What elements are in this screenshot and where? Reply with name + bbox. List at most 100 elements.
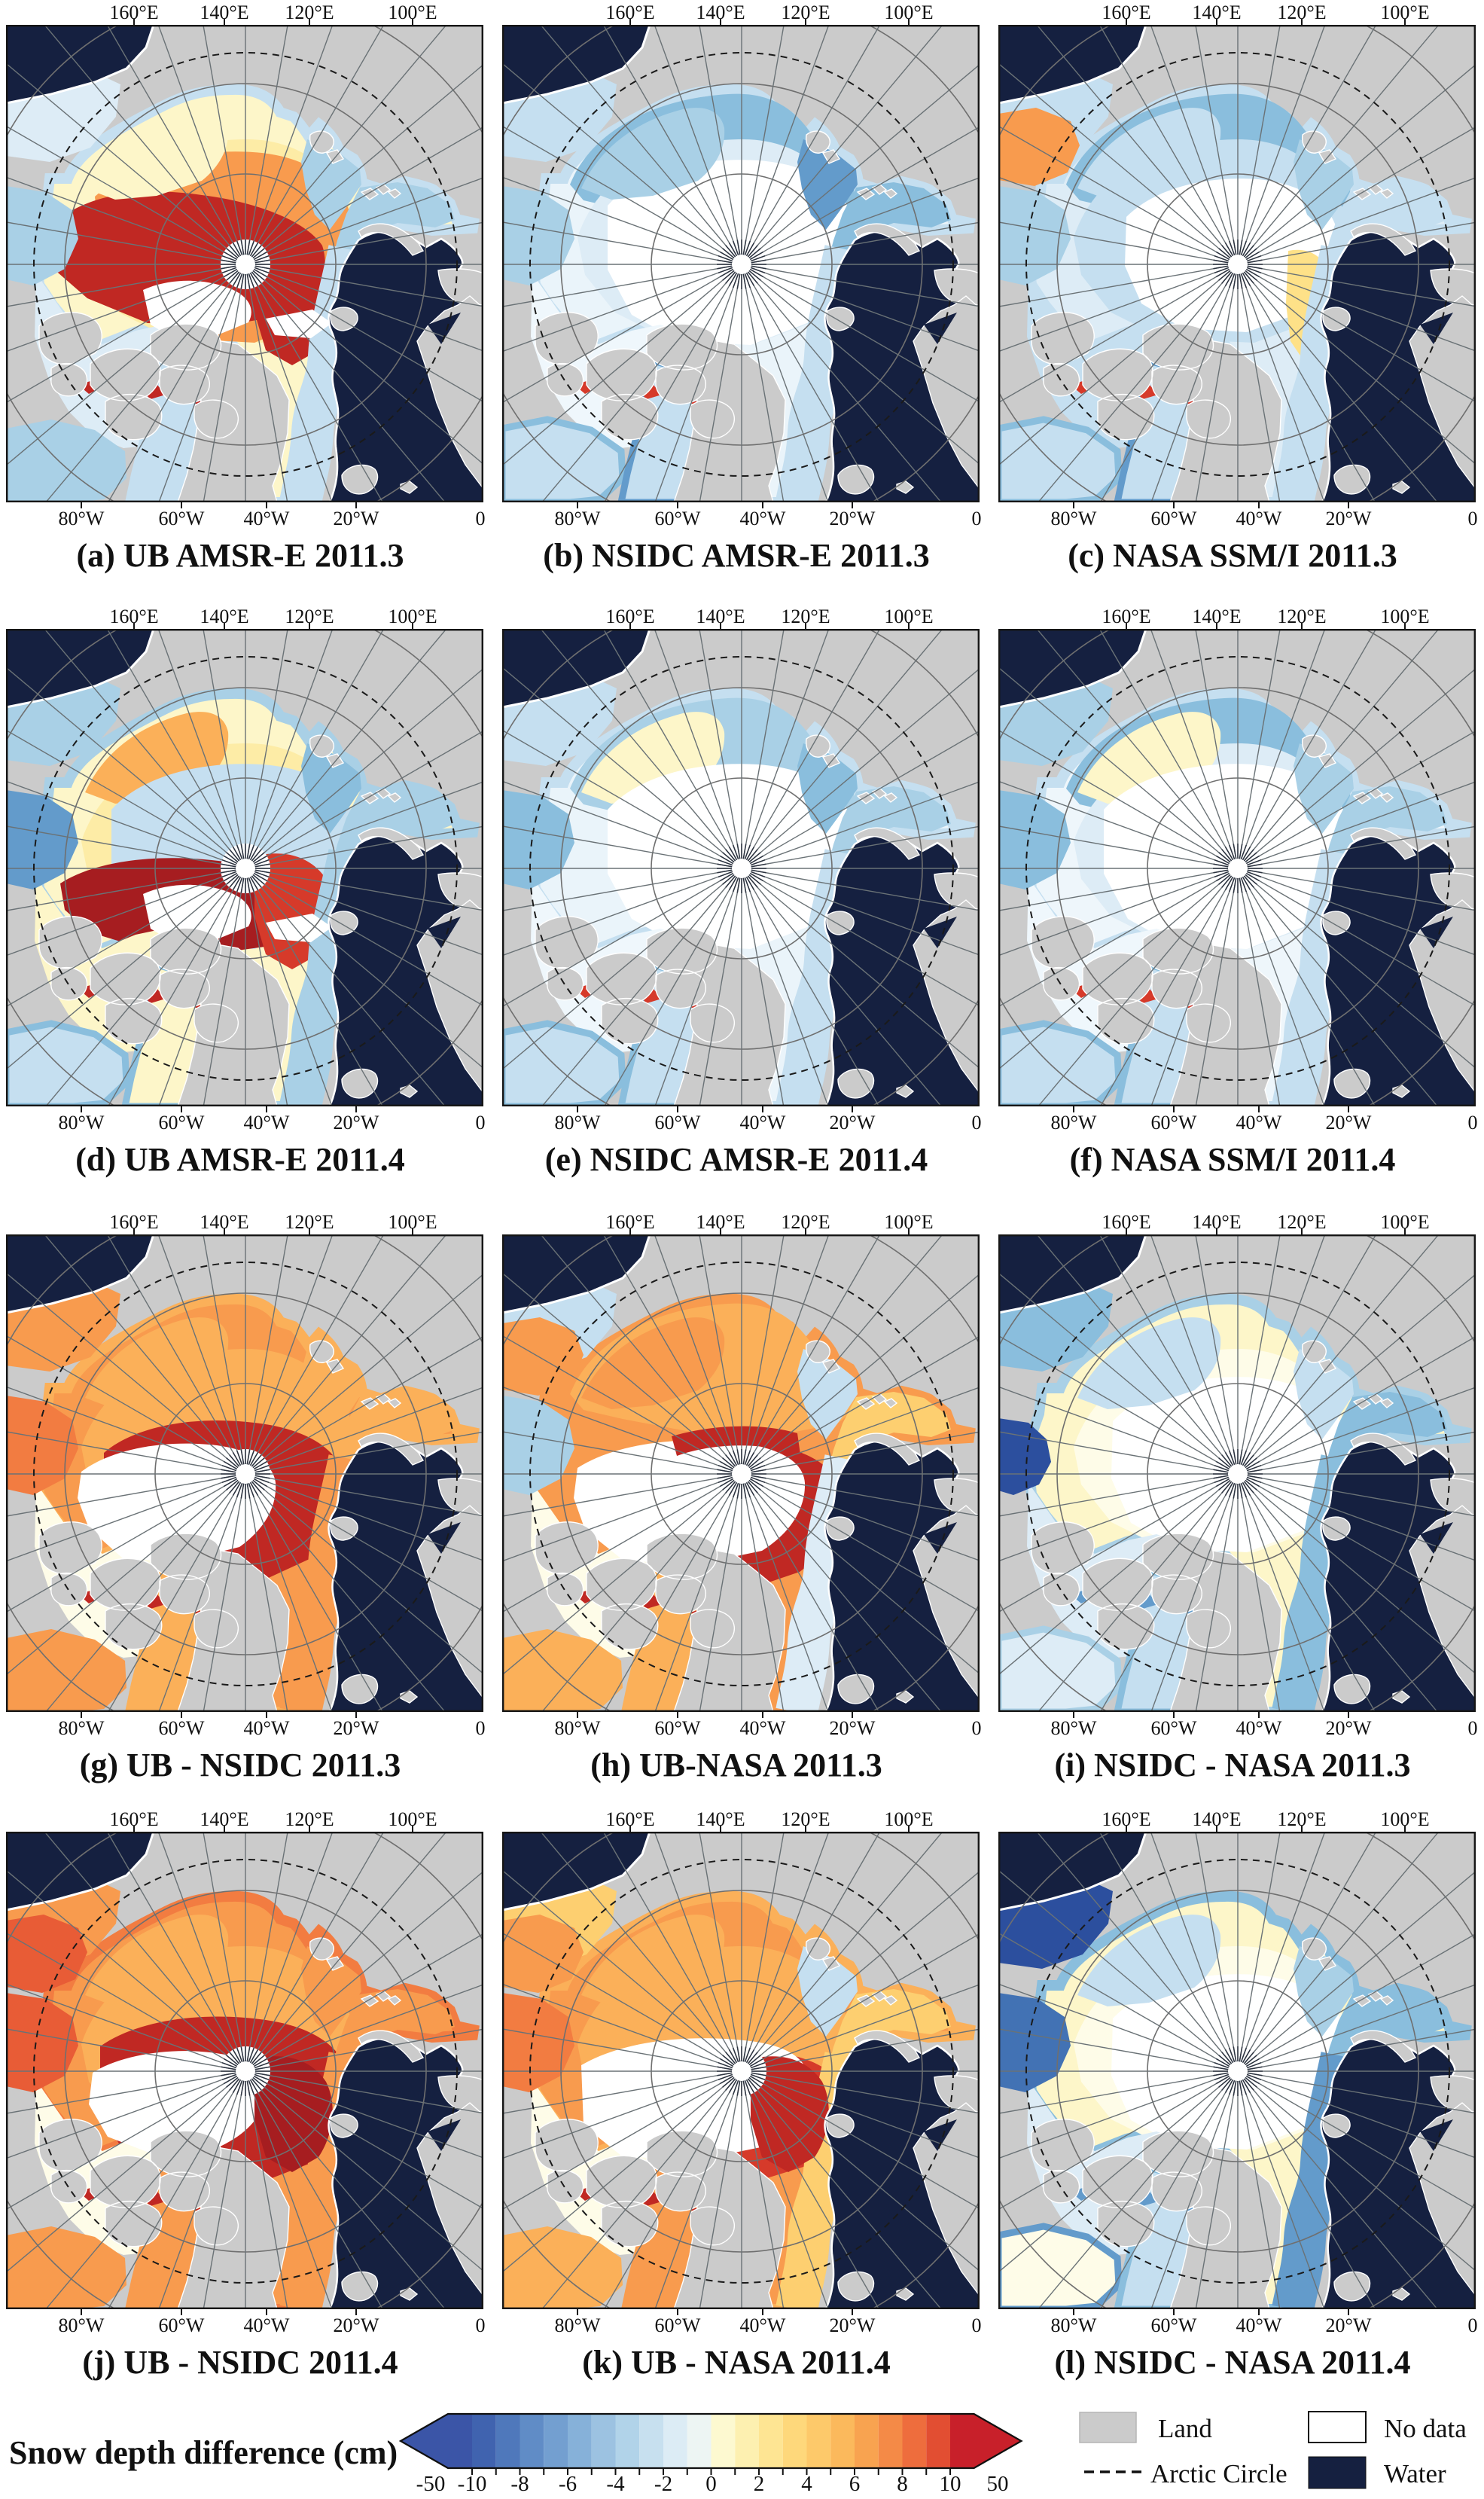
- svg-text:20°W: 20°W: [830, 508, 876, 529]
- svg-text:160°E: 160°E: [605, 2, 654, 23]
- svg-text:(g) UB - NSIDC 2011.3: (g) UB - NSIDC 2011.3: [80, 1747, 401, 1783]
- svg-text:80°W: 80°W: [59, 1717, 105, 1739]
- svg-text:20°W: 20°W: [830, 2314, 876, 2336]
- svg-text:0: 0: [1468, 1112, 1478, 1134]
- svg-text:80°W: 80°W: [1051, 2314, 1097, 2336]
- svg-text:20°W: 20°W: [334, 1112, 379, 1134]
- svg-text:(e) NSIDC AMSR-E 2011.4: (e) NSIDC AMSR-E 2011.4: [545, 1141, 928, 1178]
- svg-text:40°W: 40°W: [740, 1112, 786, 1134]
- svg-text:(j) UB - NSIDC 2011.4: (j) UB - NSIDC 2011.4: [82, 2344, 398, 2381]
- svg-text:60°W: 60°W: [655, 1112, 701, 1134]
- svg-text:60°W: 60°W: [1151, 1112, 1197, 1134]
- svg-text:160°E: 160°E: [109, 2, 158, 23]
- svg-text:80°W: 80°W: [59, 508, 105, 529]
- svg-text:(f) NASA SSM/I 2011.4: (f) NASA SSM/I 2011.4: [1070, 1141, 1396, 1178]
- svg-text:40°W: 40°W: [740, 1717, 786, 1739]
- svg-text:(l) NSIDC - NASA 2011.4: (l) NSIDC - NASA 2011.4: [1054, 2344, 1410, 2381]
- svg-text:40°W: 40°W: [1236, 1717, 1282, 1739]
- svg-text:-50: -50: [416, 2472, 446, 2495]
- svg-text:120°E: 120°E: [285, 2, 334, 23]
- svg-text:120°E: 120°E: [781, 1211, 830, 1233]
- svg-text:20°W: 20°W: [830, 1112, 876, 1134]
- svg-text:20°W: 20°W: [1326, 1112, 1372, 1134]
- svg-text:60°W: 60°W: [1151, 2314, 1197, 2336]
- svg-text:0: 0: [972, 1112, 982, 1134]
- svg-text:0: 0: [476, 1112, 486, 1134]
- svg-text:60°W: 60°W: [1151, 1717, 1197, 1739]
- svg-text:0: 0: [476, 2314, 486, 2336]
- svg-text:140°E: 140°E: [1192, 2, 1241, 23]
- svg-text:120°E: 120°E: [285, 1211, 334, 1233]
- svg-text:100°E: 100°E: [884, 2, 933, 23]
- svg-text:160°E: 160°E: [605, 606, 654, 627]
- svg-text:140°E: 140°E: [1192, 606, 1241, 627]
- svg-text:0: 0: [705, 2472, 717, 2495]
- svg-text:(h) UB-NASA 2011.3: (h) UB-NASA 2011.3: [590, 1747, 882, 1783]
- svg-text:120°E: 120°E: [285, 1808, 334, 1830]
- svg-text:100°E: 100°E: [884, 1211, 933, 1233]
- svg-text:60°W: 60°W: [159, 2314, 205, 2336]
- svg-text:60°W: 60°W: [159, 1717, 205, 1739]
- svg-text:(i) NSIDC - NASA 2011.3: (i) NSIDC - NASA 2011.3: [1054, 1747, 1410, 1783]
- svg-text:120°E: 120°E: [781, 1808, 830, 1830]
- svg-text:80°W: 80°W: [1051, 508, 1097, 529]
- svg-text:40°W: 40°W: [1236, 2314, 1282, 2336]
- svg-text:40°W: 40°W: [244, 1112, 290, 1134]
- svg-text:-2: -2: [654, 2472, 672, 2495]
- svg-text:20°W: 20°W: [830, 1717, 876, 1739]
- svg-text:100°E: 100°E: [884, 606, 933, 627]
- svg-text:Water: Water: [1384, 2459, 1446, 2488]
- svg-text:140°E: 140°E: [200, 1211, 248, 1233]
- svg-text:40°W: 40°W: [1236, 508, 1282, 529]
- svg-text:50: 50: [987, 2472, 1009, 2495]
- svg-text:10: 10: [940, 2472, 961, 2495]
- svg-text:(c) NASA SSM/I 2011.3: (c) NASA SSM/I 2011.3: [1068, 537, 1397, 574]
- svg-text:80°W: 80°W: [1051, 1717, 1097, 1739]
- svg-text:20°W: 20°W: [1326, 1717, 1372, 1739]
- svg-text:100°E: 100°E: [1380, 1211, 1429, 1233]
- svg-text:60°W: 60°W: [159, 508, 205, 529]
- svg-text:0: 0: [972, 1717, 982, 1739]
- svg-text:20°W: 20°W: [334, 1717, 379, 1739]
- svg-text:80°W: 80°W: [555, 1112, 601, 1134]
- svg-text:160°E: 160°E: [1102, 606, 1150, 627]
- svg-text:80°W: 80°W: [555, 508, 601, 529]
- svg-text:(k) UB - NASA 2011.4: (k) UB - NASA 2011.4: [582, 2344, 891, 2381]
- svg-text:20°W: 20°W: [334, 508, 379, 529]
- svg-text:120°E: 120°E: [1277, 606, 1326, 627]
- svg-text:60°W: 60°W: [1151, 508, 1197, 529]
- svg-text:100°E: 100°E: [1380, 2, 1429, 23]
- svg-text:0: 0: [476, 508, 486, 529]
- svg-text:160°E: 160°E: [1102, 2, 1150, 23]
- svg-text:60°W: 60°W: [159, 1112, 205, 1134]
- svg-text:140°E: 140°E: [1192, 1808, 1241, 1830]
- svg-text:140°E: 140°E: [200, 1808, 248, 1830]
- svg-text:0: 0: [972, 2314, 982, 2336]
- svg-text:120°E: 120°E: [781, 2, 830, 23]
- svg-text:60°W: 60°W: [655, 1717, 701, 1739]
- svg-text:(a) UB AMSR-E 2011.3: (a) UB AMSR-E 2011.3: [76, 537, 404, 574]
- svg-text:160°E: 160°E: [1102, 1808, 1150, 1830]
- svg-text:80°W: 80°W: [59, 2314, 105, 2336]
- svg-text:80°W: 80°W: [555, 1717, 601, 1739]
- svg-text:20°W: 20°W: [1326, 508, 1372, 529]
- svg-text:120°E: 120°E: [1277, 2, 1326, 23]
- svg-text:80°W: 80°W: [555, 2314, 601, 2336]
- svg-text:120°E: 120°E: [781, 606, 830, 627]
- svg-text:140°E: 140°E: [696, 1808, 745, 1830]
- svg-text:-8: -8: [510, 2472, 529, 2495]
- svg-text:-4: -4: [606, 2472, 625, 2495]
- svg-text:20°W: 20°W: [1326, 2314, 1372, 2336]
- svg-text:120°E: 120°E: [1277, 1211, 1326, 1233]
- svg-text:160°E: 160°E: [605, 1211, 654, 1233]
- svg-text:160°E: 160°E: [109, 606, 158, 627]
- svg-text:0: 0: [1468, 2314, 1478, 2336]
- svg-text:100°E: 100°E: [388, 1211, 437, 1233]
- svg-text:0: 0: [1468, 508, 1478, 529]
- svg-text:2: 2: [754, 2472, 765, 2495]
- svg-text:100°E: 100°E: [1380, 1808, 1429, 1830]
- svg-text:(d) UB AMSR-E 2011.4: (d) UB AMSR-E 2011.4: [75, 1141, 405, 1178]
- svg-text:0: 0: [1468, 1717, 1478, 1739]
- svg-text:100°E: 100°E: [1380, 606, 1429, 627]
- svg-text:60°W: 60°W: [655, 2314, 701, 2336]
